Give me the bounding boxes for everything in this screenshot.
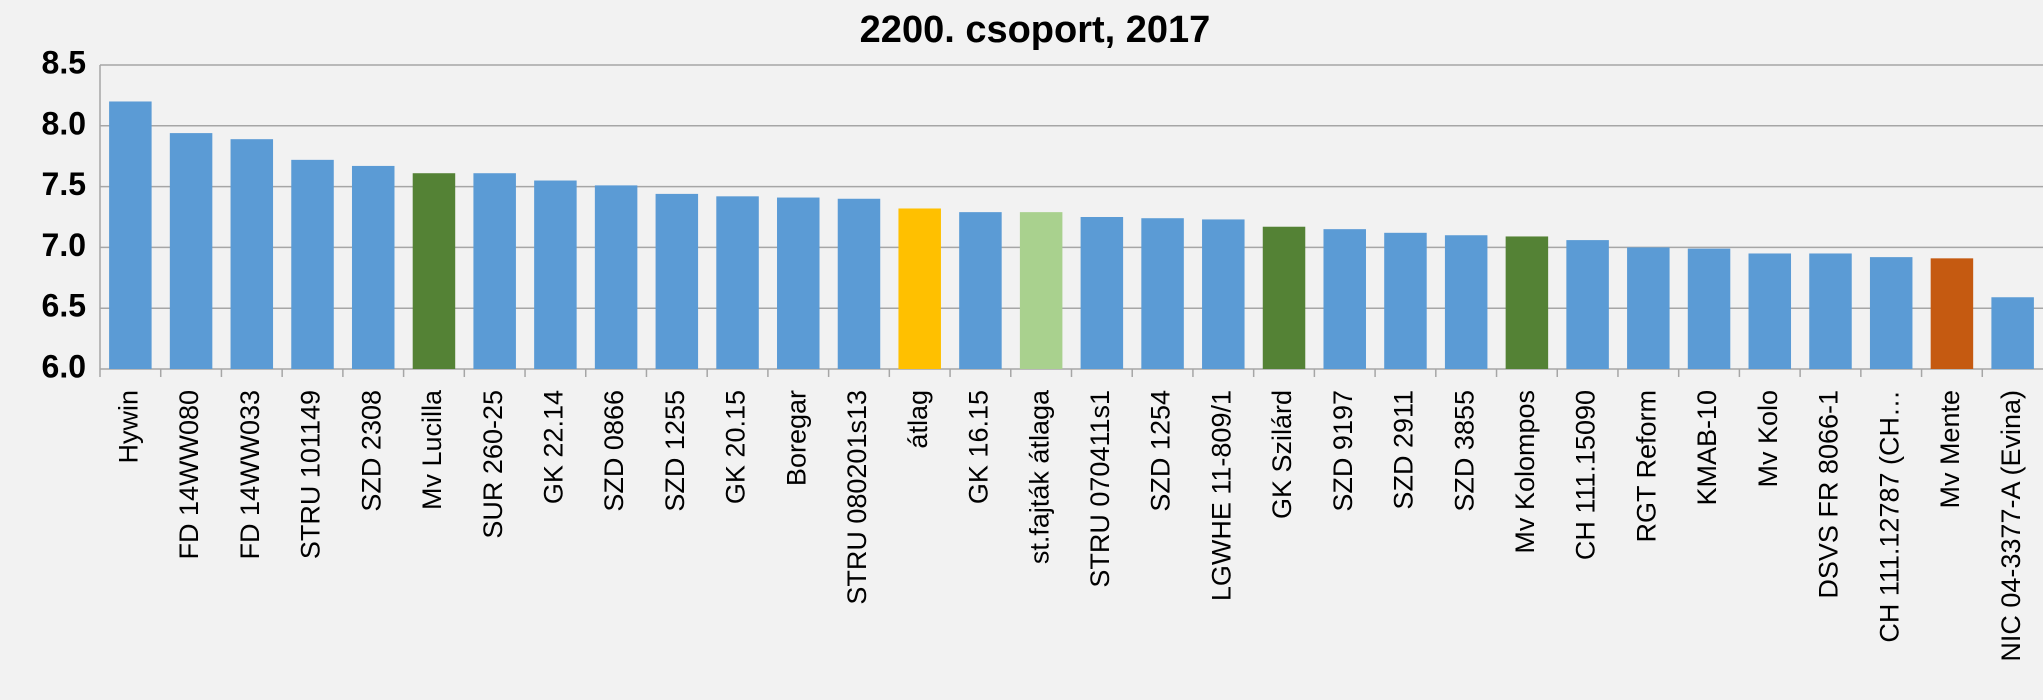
bar <box>1262 226 1306 369</box>
bar <box>1869 257 1913 369</box>
bar <box>716 196 759 369</box>
bar <box>959 212 1002 369</box>
y-tick-label: 7.5 <box>42 166 86 202</box>
bar <box>351 165 395 369</box>
y-tick-label: 6.5 <box>42 288 86 324</box>
x-tick-label: CH 111.15090 <box>1571 390 1601 560</box>
x-tick-label: STRU 070411s1 <box>1085 390 1115 588</box>
x-tick-label: SZD 1254 <box>1146 390 1176 512</box>
bar <box>1566 240 1609 369</box>
x-tick-label: STRU 080201s13 <box>842 390 872 605</box>
x-tick-label: RGT Reform <box>1631 390 1661 543</box>
x-tick-label: KMAB-10 <box>1692 390 1722 506</box>
bar <box>1930 258 1974 369</box>
x-tick-label: FD 14WW033 <box>235 390 265 560</box>
x-tick-label: SZD 2308 <box>356 390 386 512</box>
x-tick-label: LGWHE 11-809/1 <box>1206 390 1236 601</box>
x-tick-label: GK 16.15 <box>964 390 994 504</box>
x-tick-label: Mv Kolompos <box>1510 390 1540 554</box>
bar <box>169 133 213 369</box>
bar <box>1202 219 1245 369</box>
bar <box>898 208 941 369</box>
x-tick-label: átlag <box>903 390 933 449</box>
bar <box>1019 212 1063 369</box>
x-tick-label: SZD 1255 <box>660 390 690 512</box>
x-tick-label: Boregar <box>781 390 811 486</box>
x-tick-label: SZD 9197 <box>1328 390 1358 512</box>
x-tick-label: SZD 3855 <box>1449 390 1479 512</box>
bar <box>109 101 152 369</box>
bar <box>1627 247 1670 369</box>
bar <box>837 198 881 369</box>
bar <box>1323 229 1366 369</box>
bar <box>1141 218 1184 369</box>
x-tick-label: NIC 04-3377-A (Evina) <box>1996 390 2026 662</box>
x-tick-label: CH 111.12787 (CH… <box>1874 390 1904 643</box>
bar <box>1384 232 1427 369</box>
x-tick-label: Mv Mente <box>1935 390 1965 509</box>
bar <box>412 173 456 369</box>
x-tick-label: SUR 260-25 <box>478 390 508 539</box>
bar <box>1444 235 1488 369</box>
bar <box>1748 253 1792 369</box>
bar <box>1991 297 2034 369</box>
bar <box>777 197 820 369</box>
y-tick-label: 8.5 <box>42 44 86 80</box>
x-tick-label: FD 14WW080 <box>174 390 204 560</box>
bar <box>534 180 577 369</box>
bar <box>1505 236 1549 369</box>
bar <box>1809 253 1852 369</box>
x-tick-label: st.fajták átlaga <box>1024 389 1054 564</box>
y-tick-label: 7.0 <box>42 227 86 263</box>
x-tick-label: Mv Kolo <box>1753 390 1783 488</box>
bar <box>291 159 334 369</box>
x-tick-label: GK 22.14 <box>539 390 569 504</box>
x-tick-label: SZD 2911 <box>1389 390 1419 510</box>
bar <box>594 185 638 369</box>
x-tick-label: GK 20.15 <box>721 390 751 504</box>
x-tick-label: DSVS FR 8066-1 <box>1814 390 1844 599</box>
chart-title: 2200. csoport, 2017 <box>860 9 1211 51</box>
y-tick-label: 8.0 <box>42 105 86 141</box>
bar <box>1687 248 1731 369</box>
x-tick-label: Mv Lucilla <box>417 389 447 510</box>
x-tick-label: GK Szilárd <box>1267 390 1297 519</box>
bar <box>1080 217 1124 369</box>
bar <box>473 173 516 369</box>
y-tick-label: 6.0 <box>42 348 86 384</box>
x-tick-label: STRU 101149 <box>296 390 326 559</box>
bar <box>655 193 699 369</box>
bar <box>230 139 274 369</box>
x-tick-label: SZD 0866 <box>599 390 629 512</box>
x-tick-label: Hywin <box>113 390 143 464</box>
